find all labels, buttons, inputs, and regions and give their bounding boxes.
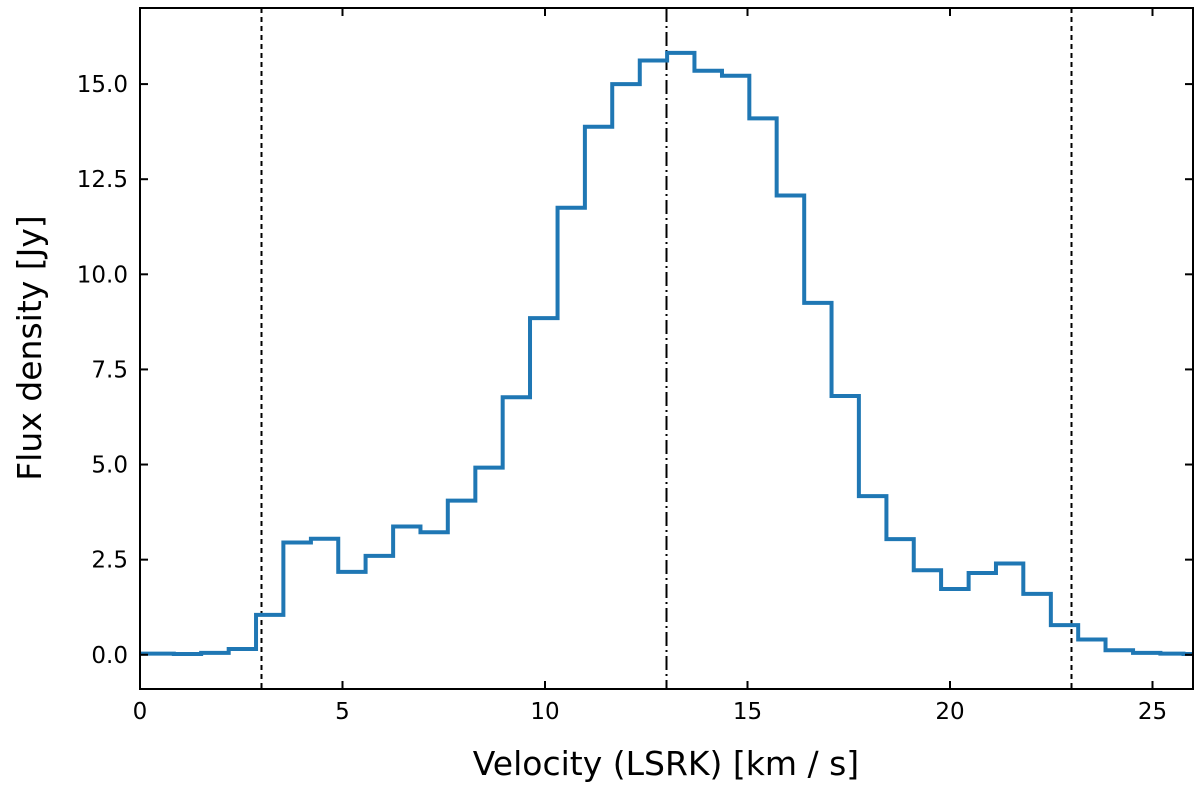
y-tick-label: 7.5 <box>91 357 128 383</box>
series-line-spectrum <box>140 50 1193 656</box>
series-layer <box>140 50 1193 656</box>
y-tick-label: 5.0 <box>91 453 128 479</box>
y-tick-label: 12.5 <box>77 167 128 193</box>
plot-frame <box>139 7 1194 690</box>
y-tick-label: 0.0 <box>91 643 128 669</box>
y-axis-label: Flux density [Jy] <box>10 215 49 481</box>
y-tick-label: 2.5 <box>91 548 128 574</box>
x-tick-label: 5 <box>335 699 350 725</box>
x-axis-label: Velocity (LSRK) [km / s] <box>473 744 859 783</box>
x-tick-label: 0 <box>133 699 148 725</box>
reference-lines <box>260 8 1073 689</box>
x-tick-label: 15 <box>733 699 762 725</box>
x-tick-label: 10 <box>530 699 559 725</box>
axis-ticks: 0 5 10 15 20 25 0.0 2.5 5.0 7.5 10.0 12.5 15.0 <box>77 8 1193 725</box>
x-tick-label: 20 <box>935 699 964 725</box>
x-tick-label: 25 <box>1138 699 1167 725</box>
y-tick-label: 10.0 <box>77 262 128 288</box>
y-tick-label: 15.0 <box>77 72 128 98</box>
